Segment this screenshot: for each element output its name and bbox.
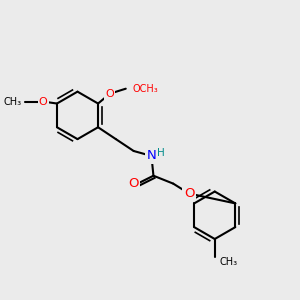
Text: OCH₃: OCH₃ [133, 84, 158, 94]
Text: CH₃: CH₃ [3, 97, 21, 106]
Text: H: H [158, 148, 165, 158]
Text: N: N [147, 149, 156, 162]
Text: O: O [39, 97, 47, 106]
Text: O: O [184, 187, 194, 200]
Text: CH₃: CH₃ [220, 257, 238, 267]
Text: O: O [128, 177, 139, 190]
Text: O: O [106, 88, 114, 99]
